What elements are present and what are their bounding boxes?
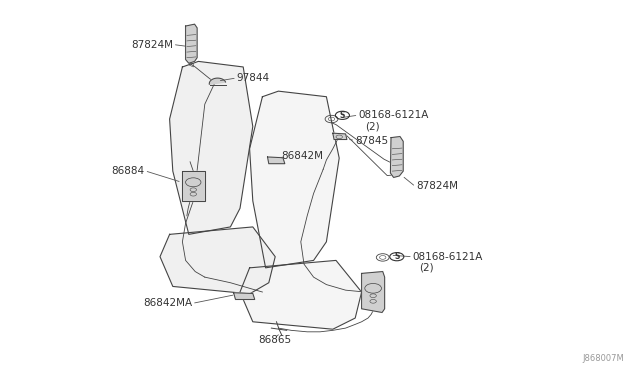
- Polygon shape: [333, 133, 347, 140]
- Polygon shape: [160, 227, 275, 294]
- Text: S: S: [340, 111, 345, 120]
- Polygon shape: [362, 272, 385, 312]
- Text: 86865: 86865: [259, 336, 292, 345]
- Text: 08168-6121A: 08168-6121A: [413, 252, 483, 262]
- Polygon shape: [234, 293, 255, 299]
- Text: 87824M: 87824M: [131, 40, 173, 49]
- Polygon shape: [268, 157, 285, 164]
- Polygon shape: [390, 137, 403, 177]
- Text: 86842MA: 86842MA: [143, 298, 192, 308]
- Polygon shape: [182, 171, 205, 201]
- Polygon shape: [240, 260, 362, 329]
- Text: 97844: 97844: [237, 73, 270, 83]
- Text: 08168-6121A: 08168-6121A: [358, 110, 429, 120]
- Text: 87845: 87845: [355, 137, 388, 146]
- Text: S: S: [394, 252, 399, 261]
- Text: 86842M: 86842M: [282, 151, 324, 161]
- Text: (2): (2): [419, 263, 434, 273]
- Polygon shape: [186, 24, 197, 63]
- Polygon shape: [170, 61, 253, 234]
- Text: 86884: 86884: [111, 166, 144, 176]
- Polygon shape: [209, 78, 225, 84]
- Text: (2): (2): [365, 122, 380, 131]
- Text: J868007M: J868007M: [582, 354, 624, 363]
- Text: 87824M: 87824M: [416, 181, 458, 191]
- Polygon shape: [250, 91, 339, 268]
